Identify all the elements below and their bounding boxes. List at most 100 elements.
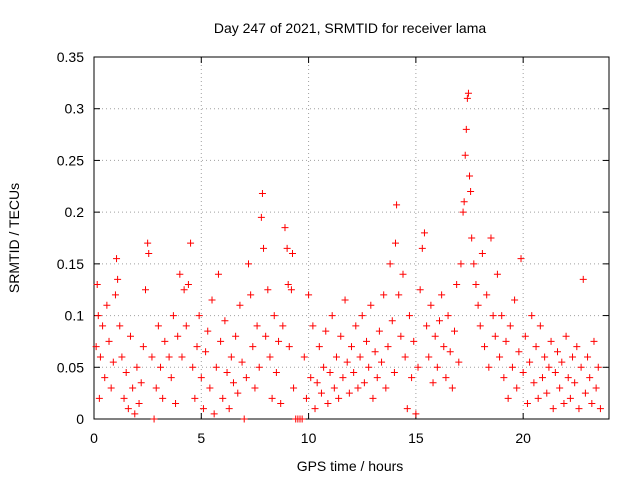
data-point <box>566 394 574 402</box>
y-tick-label: 0 <box>76 411 84 427</box>
data-point <box>508 363 516 371</box>
data-point <box>322 327 330 335</box>
data-point <box>182 322 190 330</box>
data-point <box>298 415 306 423</box>
data-point <box>150 415 158 423</box>
data-point <box>202 348 210 356</box>
data-point <box>105 337 113 345</box>
data-point <box>258 190 266 198</box>
data-point <box>517 255 525 263</box>
data-point <box>577 363 585 371</box>
data-point <box>337 332 345 340</box>
data-point <box>145 250 153 258</box>
data-point <box>493 270 501 278</box>
data-point <box>165 353 173 361</box>
data-point <box>519 368 527 376</box>
data-point <box>403 405 411 413</box>
data-point <box>384 343 392 351</box>
data-point <box>459 208 467 216</box>
data-point <box>133 363 141 371</box>
data-point <box>288 250 296 258</box>
data-point <box>420 229 428 237</box>
data-point <box>264 286 272 294</box>
data-point <box>229 379 237 387</box>
data-point <box>393 201 401 209</box>
data-point <box>530 379 538 387</box>
data-point <box>345 389 353 397</box>
data-point <box>317 389 325 397</box>
data-point <box>238 358 246 366</box>
chart-title: Day 247 of 2021, SRMTID for receiver lam… <box>214 20 487 36</box>
data-point <box>356 353 364 361</box>
data-point <box>468 234 476 242</box>
data-point <box>545 363 553 371</box>
data-point <box>584 353 592 361</box>
data-point <box>184 281 192 289</box>
data-point <box>332 353 340 361</box>
data-point <box>320 363 328 371</box>
data-point <box>172 399 180 407</box>
data-point <box>124 405 132 413</box>
data-point <box>142 286 149 294</box>
data-point <box>227 353 235 361</box>
data-point <box>360 379 368 387</box>
data-point <box>126 332 134 340</box>
data-point <box>176 270 184 278</box>
data-point <box>440 343 448 351</box>
data-point <box>204 327 212 335</box>
data-point <box>511 296 519 304</box>
data-point <box>251 384 259 392</box>
data-point <box>375 327 383 335</box>
data-point <box>455 358 463 366</box>
data-point <box>283 244 291 252</box>
data-point <box>560 399 568 407</box>
data-point <box>405 312 413 320</box>
data-point <box>309 322 317 330</box>
data-point <box>285 343 293 351</box>
data-point <box>339 374 347 382</box>
data-point <box>208 296 216 304</box>
data-point <box>225 405 233 413</box>
data-point <box>504 394 512 402</box>
data-point <box>234 389 242 397</box>
data-point <box>96 353 104 361</box>
data-point <box>352 322 360 330</box>
data-point <box>354 384 362 392</box>
data-point <box>431 332 439 340</box>
data-point <box>526 358 534 366</box>
x-axis-label: GPS time / hours <box>297 458 404 474</box>
y-tick-label: 0.1 <box>65 308 85 324</box>
data-point <box>197 374 205 382</box>
data-point <box>189 363 197 371</box>
data-point <box>418 244 426 252</box>
y-tick-label: 0.15 <box>57 256 84 272</box>
data-point <box>157 363 165 371</box>
data-point <box>268 394 276 402</box>
data-point <box>489 312 497 320</box>
data-point <box>313 379 321 387</box>
data-point <box>307 374 315 382</box>
data-point <box>515 348 523 356</box>
data-point <box>581 389 589 397</box>
data-point <box>249 343 257 351</box>
data-point <box>416 286 424 294</box>
data-point <box>442 374 450 382</box>
y-axis-label: SRMTID / TECUs <box>6 183 22 293</box>
data-point <box>506 322 514 330</box>
y-tick-label: 0.35 <box>57 49 84 65</box>
data-point <box>152 384 160 392</box>
data-point <box>232 332 240 340</box>
data-point <box>457 260 465 268</box>
data-point <box>223 368 231 376</box>
data-point <box>464 89 472 97</box>
x-tick-label: 10 <box>301 430 317 446</box>
data-point <box>101 374 109 382</box>
data-point <box>532 343 540 351</box>
data-point <box>240 415 248 423</box>
data-point <box>378 358 386 366</box>
data-point <box>425 353 433 361</box>
data-point <box>380 291 388 299</box>
data-point <box>412 410 420 418</box>
data-point <box>148 353 156 361</box>
data-point <box>388 317 396 325</box>
